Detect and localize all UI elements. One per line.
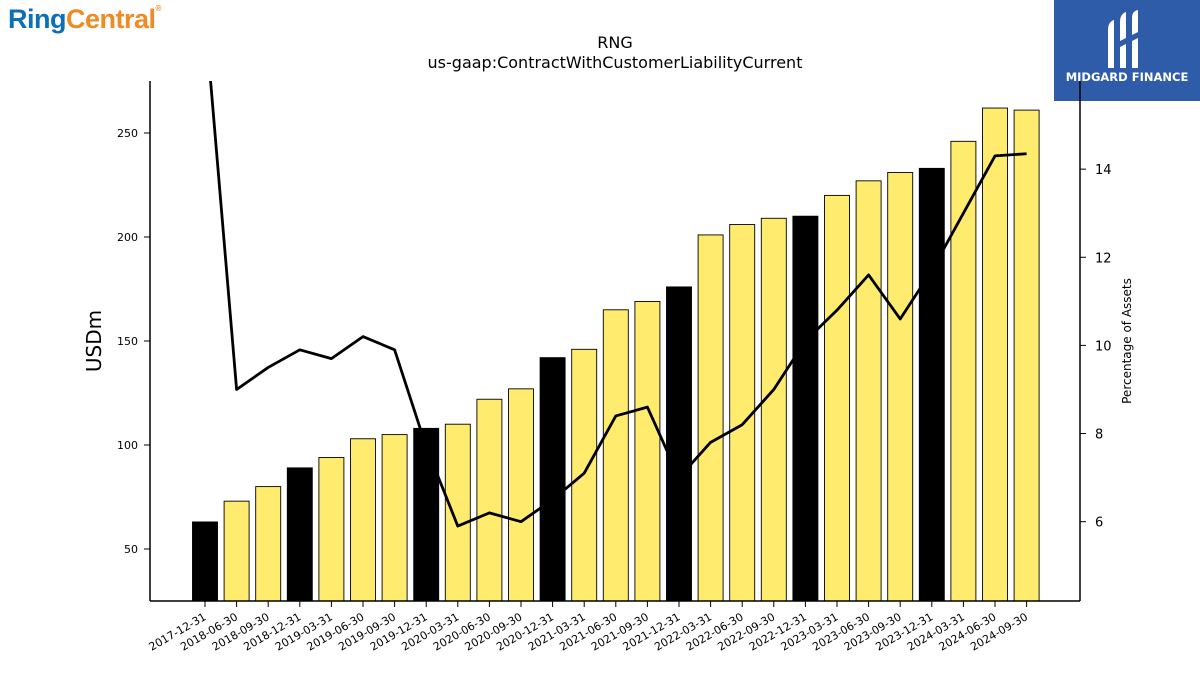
logo-central-text: Central (66, 4, 156, 34)
y-tick-label: 50 (124, 543, 138, 556)
bar (760, 217, 787, 602)
logo-registered-mark: ® (155, 4, 162, 13)
bar (792, 215, 819, 602)
y-tick-label: 100 (117, 439, 138, 452)
chart-title: RNG (597, 33, 633, 52)
bar (286, 467, 313, 602)
y2-tick-label: 10 (1095, 339, 1112, 354)
bar (571, 348, 598, 602)
bar (192, 521, 218, 602)
bar (318, 457, 345, 602)
y2-tick-label: 8 (1095, 428, 1103, 443)
bar (350, 438, 376, 602)
logo-ring-text: Ring (8, 4, 67, 34)
bar (887, 172, 914, 602)
bar (413, 427, 440, 602)
bar (982, 107, 1008, 602)
bar (1013, 109, 1040, 602)
midgard-emblem-icon (1108, 10, 1138, 68)
y2-tick-label: 12 (1095, 251, 1112, 266)
midgard-finance-logo: MIDGARD FINANCE (1054, 0, 1200, 101)
bar (729, 224, 756, 602)
bar (918, 167, 945, 602)
bar (950, 140, 977, 602)
chart-subtitle: us-gaap:ContractWithCustomerLiabilityCur… (427, 53, 803, 72)
bar (444, 423, 471, 602)
bar (855, 180, 882, 602)
y-tick-label: 250 (117, 127, 138, 140)
y2-axis-label: Percentage of Assets (1120, 278, 1134, 404)
midgard-finance-text: MIDGARD FINANCE (1065, 70, 1189, 84)
bar (634, 301, 661, 602)
bar (476, 398, 503, 602)
bar (666, 286, 692, 602)
y2-tick-label: 14 (1095, 163, 1112, 178)
y2-tick-label: 6 (1095, 516, 1103, 531)
bar (824, 194, 850, 602)
ringcentral-logo: RingCentral® (8, 4, 161, 35)
bar (508, 388, 534, 602)
bar (539, 357, 566, 602)
y-axis-label: USDm (82, 310, 106, 372)
bar (223, 500, 250, 602)
y-tick-label: 150 (117, 335, 138, 348)
bar (697, 234, 724, 602)
bar (381, 434, 408, 602)
y-tick-label: 200 (117, 231, 138, 244)
bar (255, 486, 282, 602)
series-line (209, 81, 1027, 528)
bar (602, 309, 629, 602)
